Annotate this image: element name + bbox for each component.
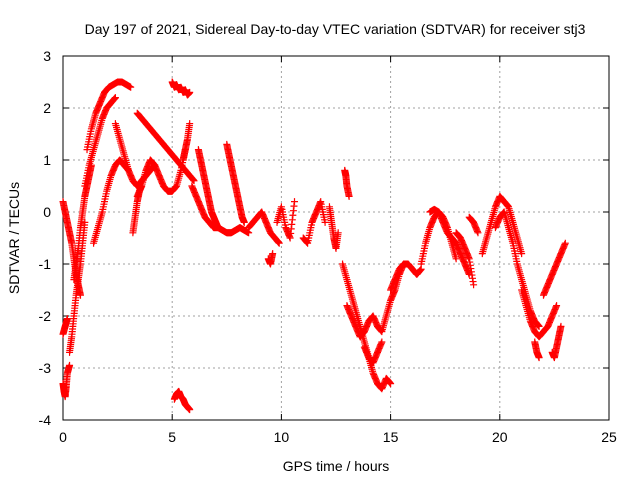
data-point — [334, 229, 342, 237]
plot-frame — [62, 55, 610, 421]
y-tick-label: -1 — [39, 256, 52, 272]
x-axis-label: GPS time / hours — [283, 458, 390, 474]
data-point — [345, 192, 353, 200]
data-point — [321, 218, 329, 226]
data-point — [190, 177, 198, 185]
data-point — [63, 315, 71, 323]
data-point — [518, 250, 526, 258]
x-tick-label: 20 — [492, 429, 508, 445]
y-axis-label: SDTVAR / TECUs — [6, 182, 22, 294]
data-point — [535, 322, 543, 330]
y-axis: -4 -3 -2 -1 0 1 2 3 — [39, 48, 609, 428]
y-tick-label: -4 — [39, 412, 52, 428]
data-point — [378, 338, 386, 346]
y-tick-label: 0 — [43, 204, 51, 220]
data-point — [66, 361, 74, 369]
data-point — [291, 198, 299, 206]
x-tick-label: 0 — [59, 429, 67, 445]
data-point — [240, 218, 248, 226]
data-point — [553, 302, 561, 310]
data-point — [127, 83, 135, 91]
data-point — [535, 354, 543, 362]
data-point — [186, 406, 194, 414]
y-tick-label: 1 — [43, 152, 51, 168]
y-tick-label: -2 — [39, 308, 52, 324]
y-tick-label: 2 — [43, 100, 51, 116]
x-axis: 0 5 10 15 20 25 — [59, 56, 617, 445]
data-point — [474, 229, 482, 237]
y-tick-label: -3 — [39, 360, 52, 376]
data-point — [470, 281, 478, 289]
data-point — [557, 322, 565, 330]
x-tick-label: 5 — [168, 429, 176, 445]
data-point — [387, 380, 395, 388]
data-point — [186, 120, 194, 128]
data-point — [452, 255, 460, 263]
x-tick-label: 10 — [274, 429, 290, 445]
data-point — [214, 224, 222, 232]
data-point — [269, 250, 277, 258]
x-tick-label: 25 — [601, 429, 617, 445]
x-tick-label: 15 — [383, 429, 399, 445]
data-point — [111, 94, 119, 102]
data-series — [59, 78, 569, 414]
data-point — [561, 239, 569, 247]
y-tick-label: 3 — [43, 48, 51, 64]
chart-title: Day 197 of 2021, Sidereal Day-to-day VTE… — [85, 21, 586, 37]
data-point — [275, 239, 283, 247]
data-point — [186, 88, 194, 96]
